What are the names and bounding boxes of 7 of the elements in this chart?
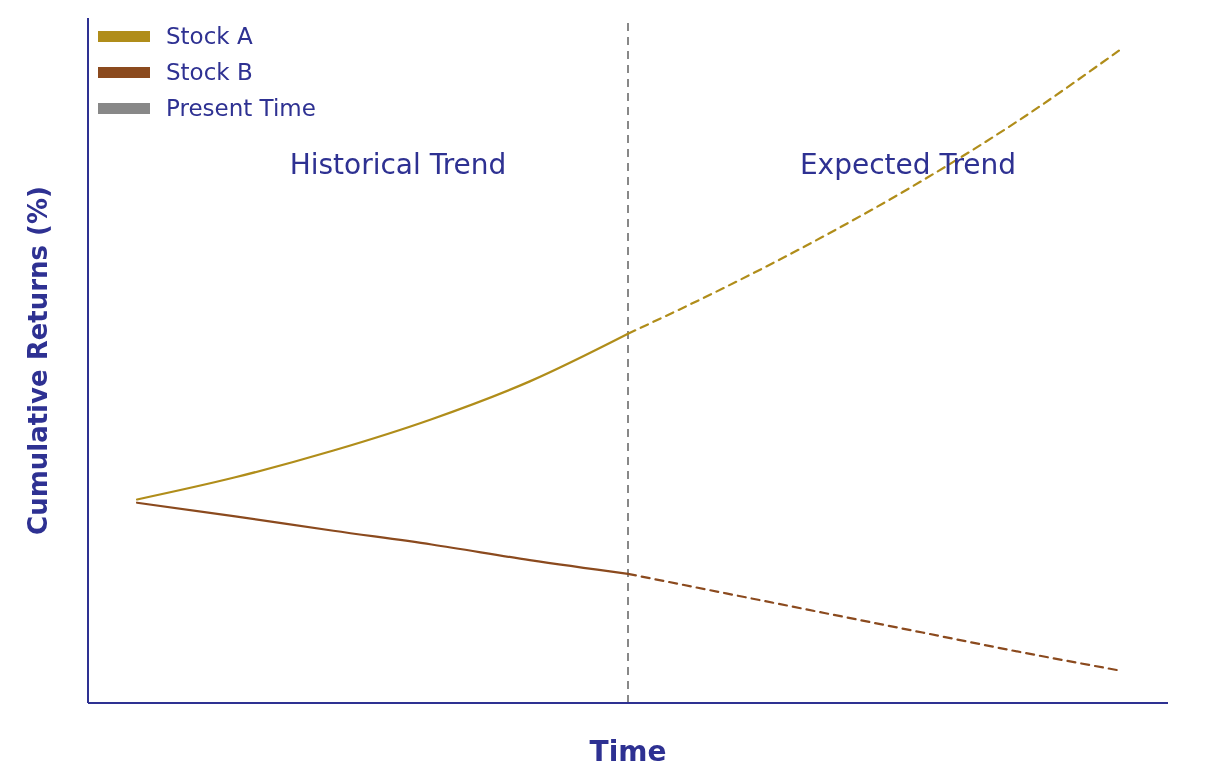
legend-label: Stock A (166, 23, 253, 49)
x-axis-title: Time (589, 735, 667, 768)
annotation: Present Time (166, 95, 316, 121)
legend-label: Stock B (166, 59, 253, 85)
annotation: Expected Trend (798, 148, 1018, 181)
annotation: Historical Trend (288, 148, 508, 181)
y-axis-title: Cumulative Returns (%) (23, 186, 54, 535)
